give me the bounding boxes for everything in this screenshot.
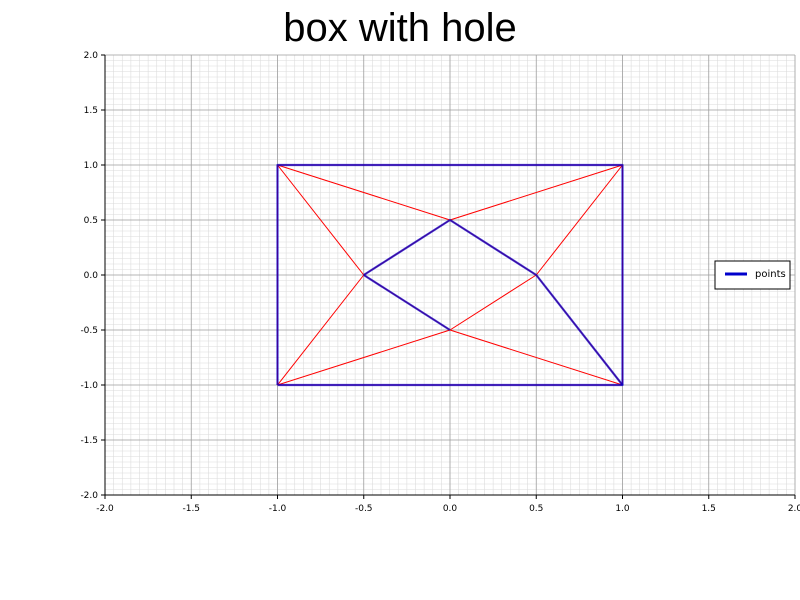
triangulation-edge — [277, 329, 451, 386]
triangulation-edge — [277, 274, 365, 386]
triangulation-edge — [535, 164, 623, 276]
y-tick-label: 2.0 — [84, 51, 99, 61]
y-tick-label: -1.0 — [80, 381, 98, 391]
triangulation-edge — [277, 164, 365, 276]
triangulation-edge — [449, 164, 623, 221]
y-tick-label: -0.5 — [80, 326, 98, 336]
x-tick-label: 1.0 — [615, 504, 630, 514]
y-tick-label: 0.5 — [84, 216, 98, 226]
x-tick-label: 1.5 — [702, 504, 716, 514]
triangulation-edge — [449, 274, 537, 331]
grid — [104, 54, 796, 496]
triangulation-edge — [449, 329, 623, 386]
chart-title: box with hole — [283, 6, 516, 50]
axes: -2.0 -1.5 -1.0 -0.5 0.0 0.5 1.0 1.5 2.0 2.0 1.5 1.0… — [80, 51, 800, 514]
triangulation-edge — [277, 164, 451, 221]
x-tick-label: -0.5 — [355, 504, 373, 514]
plot-area: -2.0 -1.5 -1.0 -0.5 0.0 0.5 1.0 1.5 2.0 2.0 1.5 1.0… — [80, 51, 800, 514]
x-tick-label: -2.0 — [96, 504, 114, 514]
y-tick-label: -2.0 — [80, 491, 98, 501]
x-tick-label: 0.5 — [529, 504, 543, 514]
y-tick-label: 1.0 — [84, 161, 99, 171]
series-line — [276, 163, 624, 387]
y-tick-label: -1.5 — [80, 436, 98, 446]
x-tick-label: 0.0 — [443, 504, 458, 514]
y-tick-label: 0.0 — [84, 271, 99, 281]
y-tick-label: 1.5 — [84, 106, 98, 116]
series-points — [276, 163, 624, 387]
series-line — [363, 274, 451, 331]
x-tick-label: 2.0 — [788, 504, 800, 514]
legend: points — [714, 260, 791, 290]
series-line — [363, 218, 624, 386]
x-tick-label: -1.0 — [269, 504, 287, 514]
x-tick-label: -1.5 — [182, 504, 200, 514]
legend-label: points — [755, 269, 786, 280]
